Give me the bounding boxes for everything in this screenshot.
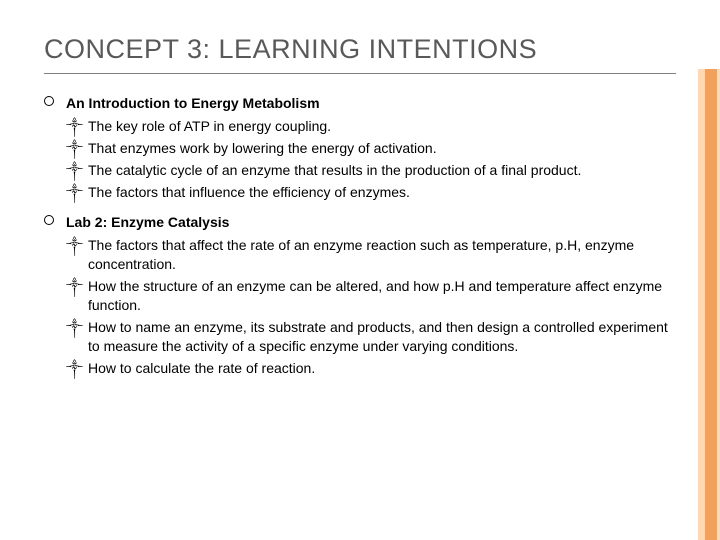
list-item: ༒ The catalytic cycle of an enzyme that …: [66, 161, 676, 180]
circle-bullet-icon: [44, 215, 54, 225]
decorative-stripe-inner: [705, 69, 717, 540]
swirl-bullet-icon: ༒: [66, 319, 83, 337]
list-item-text: How to calculate the rate of reaction.: [88, 360, 315, 376]
list-item: ༒ The factors that influence the efficie…: [66, 183, 676, 202]
swirl-bullet-icon: ༒: [66, 118, 83, 136]
list-item-text: The factors that influence the efficienc…: [88, 184, 410, 200]
list-item: ༒ How the structure of an enzyme can be …: [66, 277, 676, 315]
section-header: An Introduction to Energy Metabolism: [66, 94, 676, 113]
list-item-text: The factors that affect the rate of an e…: [88, 237, 634, 272]
swirl-bullet-icon: ༒: [66, 237, 83, 255]
section-header: Lab 2: Enzyme Catalysis: [66, 213, 676, 232]
list-item-text: The catalytic cycle of an enzyme that re…: [88, 162, 581, 178]
list-item: ༒ How to name an enzyme, its substrate a…: [66, 318, 676, 356]
list-item: ༒ How to calculate the rate of reaction.: [66, 359, 676, 378]
swirl-bullet-icon: ༒: [66, 184, 83, 202]
section-energy-metabolism: An Introduction to Energy Metabolism ༒ T…: [44, 94, 676, 201]
list-item: ༒ That enzymes work by lowering the ener…: [66, 139, 676, 158]
swirl-bullet-icon: ༒: [66, 162, 83, 180]
list-item: ༒ The factors that affect the rate of an…: [66, 236, 676, 274]
content-area: An Introduction to Energy Metabolism ༒ T…: [44, 94, 676, 378]
list-item-text: How the structure of an enzyme can be al…: [88, 278, 662, 313]
list-item-text: How to name an enzyme, its substrate and…: [88, 319, 668, 354]
list-item-text: That enzymes work by lowering the energy…: [88, 140, 437, 156]
swirl-bullet-icon: ༒: [66, 140, 83, 158]
circle-bullet-icon: [44, 96, 54, 106]
swirl-bullet-icon: ༒: [66, 278, 83, 296]
slide-container: CONCEPT 3: LEARNING INTENTIONS An Introd…: [0, 0, 720, 540]
title-rule: [44, 73, 676, 74]
slide-title: CONCEPT 3: LEARNING INTENTIONS: [44, 34, 676, 65]
section-lab-enzyme-catalysis: Lab 2: Enzyme Catalysis ༒ The factors th…: [44, 213, 676, 377]
swirl-bullet-icon: ༒: [66, 360, 83, 378]
list-item: ༒ The key role of ATP in energy coupling…: [66, 117, 676, 136]
list-item-text: The key role of ATP in energy coupling.: [88, 118, 331, 134]
